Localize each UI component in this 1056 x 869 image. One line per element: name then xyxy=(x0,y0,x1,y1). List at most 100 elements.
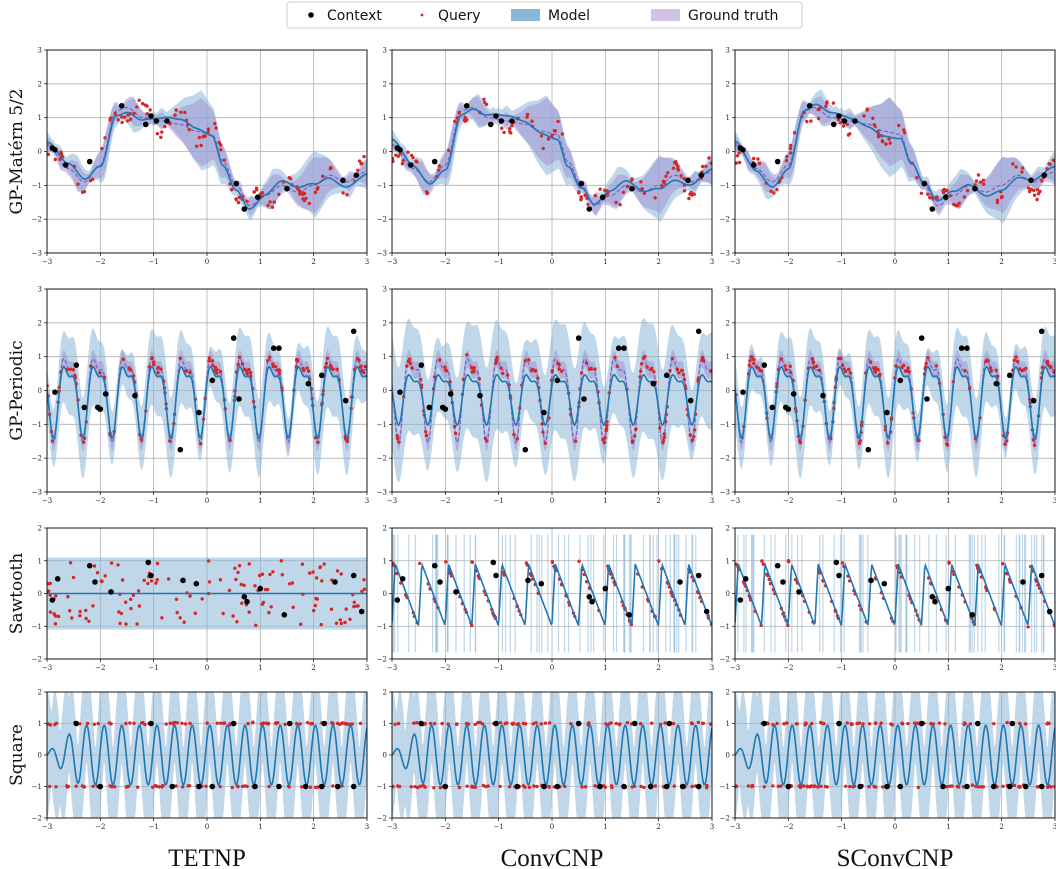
y-tick-label: −1 xyxy=(720,421,730,429)
query-point xyxy=(255,188,259,192)
query-point xyxy=(668,369,672,373)
query-point xyxy=(315,785,320,789)
query-point xyxy=(786,559,791,563)
query-point xyxy=(642,191,646,195)
query-point xyxy=(577,559,581,563)
context-point xyxy=(695,328,702,335)
query-point xyxy=(400,162,405,166)
model-mean-line xyxy=(392,562,712,626)
context-point xyxy=(254,194,261,200)
query-point xyxy=(199,143,203,148)
query-point xyxy=(423,785,427,789)
ground-truth-mean xyxy=(392,106,712,207)
context-point xyxy=(52,389,58,396)
x-tick-label: −3 xyxy=(42,823,52,831)
context-point xyxy=(940,783,946,790)
query-point xyxy=(666,171,670,175)
y-tick-label: −3 xyxy=(32,489,42,497)
query-point xyxy=(74,784,78,788)
context-point xyxy=(796,589,802,595)
column-labels: TETNP ConvCNP SConvCNP xyxy=(168,845,953,869)
query-point xyxy=(867,785,871,789)
query-point xyxy=(324,361,329,366)
model-mean-line xyxy=(735,724,1055,786)
context-point xyxy=(321,720,328,727)
query-point xyxy=(129,597,133,601)
query-point xyxy=(1046,785,1050,789)
query-point xyxy=(174,108,178,112)
y-tick-label: −1 xyxy=(377,421,387,429)
query-point xyxy=(47,589,51,593)
query-point xyxy=(868,360,873,364)
query-point xyxy=(258,192,263,196)
query-point xyxy=(534,721,538,725)
query-point xyxy=(219,148,223,152)
query-point xyxy=(408,361,413,366)
y-tick-label: −2 xyxy=(720,815,730,823)
query-point xyxy=(289,177,293,181)
query-point xyxy=(760,559,764,563)
x-tick-label: −2 xyxy=(440,664,450,672)
x-tick-label: −2 xyxy=(95,664,105,672)
query-point xyxy=(824,104,828,109)
query-point xyxy=(962,195,966,199)
y-tick-label: −2 xyxy=(720,216,730,224)
panel-plot-area xyxy=(735,289,1055,492)
query-point xyxy=(661,438,666,442)
query-point xyxy=(124,721,128,726)
query-point xyxy=(325,356,330,360)
query-point xyxy=(132,721,136,725)
context-point xyxy=(740,147,746,153)
context-point xyxy=(148,113,154,119)
context-point xyxy=(1030,397,1037,404)
query-point xyxy=(1026,186,1031,190)
query-point xyxy=(148,108,152,112)
context-point xyxy=(52,147,58,153)
x-tick-label: −3 xyxy=(730,823,740,831)
query-point xyxy=(137,604,142,608)
query-point xyxy=(645,365,649,369)
query-point xyxy=(1005,720,1009,725)
query-point xyxy=(779,784,783,788)
y-tick-label: 2 xyxy=(38,525,42,533)
context-point xyxy=(522,446,529,453)
query-point xyxy=(245,199,249,203)
query-point xyxy=(271,362,275,366)
context-point xyxy=(487,121,494,128)
query-point xyxy=(692,428,697,432)
query-point xyxy=(465,118,469,122)
query-point xyxy=(962,722,967,727)
query-point xyxy=(358,365,362,369)
context-point xyxy=(1022,783,1029,790)
query-point xyxy=(512,432,516,437)
context-point xyxy=(350,328,357,335)
x-tick-label: 3 xyxy=(710,823,714,831)
context-point xyxy=(761,362,768,368)
query-point xyxy=(54,594,58,598)
query-point xyxy=(218,370,223,374)
query-point xyxy=(1032,443,1037,447)
query-point xyxy=(415,721,419,725)
context-point xyxy=(541,409,547,416)
query-point xyxy=(984,359,988,364)
query-point xyxy=(816,785,820,789)
query-point xyxy=(550,370,554,374)
query-point xyxy=(136,785,140,789)
query-point xyxy=(457,110,461,115)
query-point xyxy=(195,144,199,148)
query-point xyxy=(671,721,676,726)
legend-label: Query xyxy=(438,8,481,24)
query-point xyxy=(423,722,427,726)
query-point xyxy=(813,784,817,788)
query-point xyxy=(956,203,960,208)
query-point xyxy=(840,363,845,367)
query-point xyxy=(159,367,163,371)
query-point xyxy=(510,721,515,726)
query-point xyxy=(602,440,607,445)
query-point xyxy=(872,123,876,127)
query-point xyxy=(981,178,986,182)
query-point xyxy=(508,130,512,134)
query-point xyxy=(842,367,846,371)
context-point xyxy=(73,720,80,727)
query-point xyxy=(775,721,779,726)
